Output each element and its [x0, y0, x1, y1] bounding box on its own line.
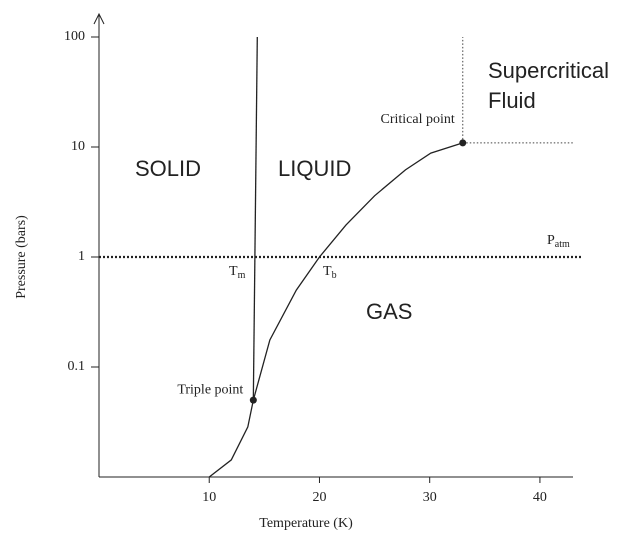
annotation-text: T: [323, 264, 332, 279]
annotation: Tm: [229, 264, 246, 281]
annotation-text: P: [547, 233, 555, 248]
point-label: Triple point: [177, 382, 243, 397]
y-tick-label: 100: [64, 29, 85, 44]
y-axis-label: Pressure (bars): [14, 215, 29, 299]
annotation-sub: atm: [555, 239, 570, 250]
x-tick-label: 40: [533, 490, 547, 505]
annotation-sub: b: [332, 270, 337, 281]
region-label: SOLID: [135, 156, 201, 181]
annotation: Tb: [323, 264, 337, 281]
annotation-sub: m: [238, 270, 246, 281]
y-tick-label: 1: [78, 249, 85, 264]
annotation-text: T: [229, 264, 238, 279]
region-label: LIQUID: [278, 156, 351, 181]
point-label: Critical point: [381, 112, 455, 127]
region-label: Supercritical: [488, 58, 609, 83]
x-tick-label: 20: [312, 490, 326, 505]
y-tick-label: 0.1: [68, 359, 86, 374]
region-label: Fluid: [488, 88, 536, 113]
phase-curve: [252, 36, 258, 401]
point: [459, 139, 467, 147]
phase-curve: [252, 142, 463, 401]
region-label: GAS: [366, 299, 412, 324]
annotation: Patm: [547, 233, 570, 250]
point: [249, 396, 257, 404]
axis-arrow: [93, 12, 105, 25]
y-tick-label: 10: [71, 139, 85, 154]
x-tick-label: 10: [202, 490, 216, 505]
x-axis-label: Temperature (K): [259, 516, 353, 531]
x-tick-label: 30: [423, 490, 437, 505]
phase-curve: [208, 399, 254, 478]
